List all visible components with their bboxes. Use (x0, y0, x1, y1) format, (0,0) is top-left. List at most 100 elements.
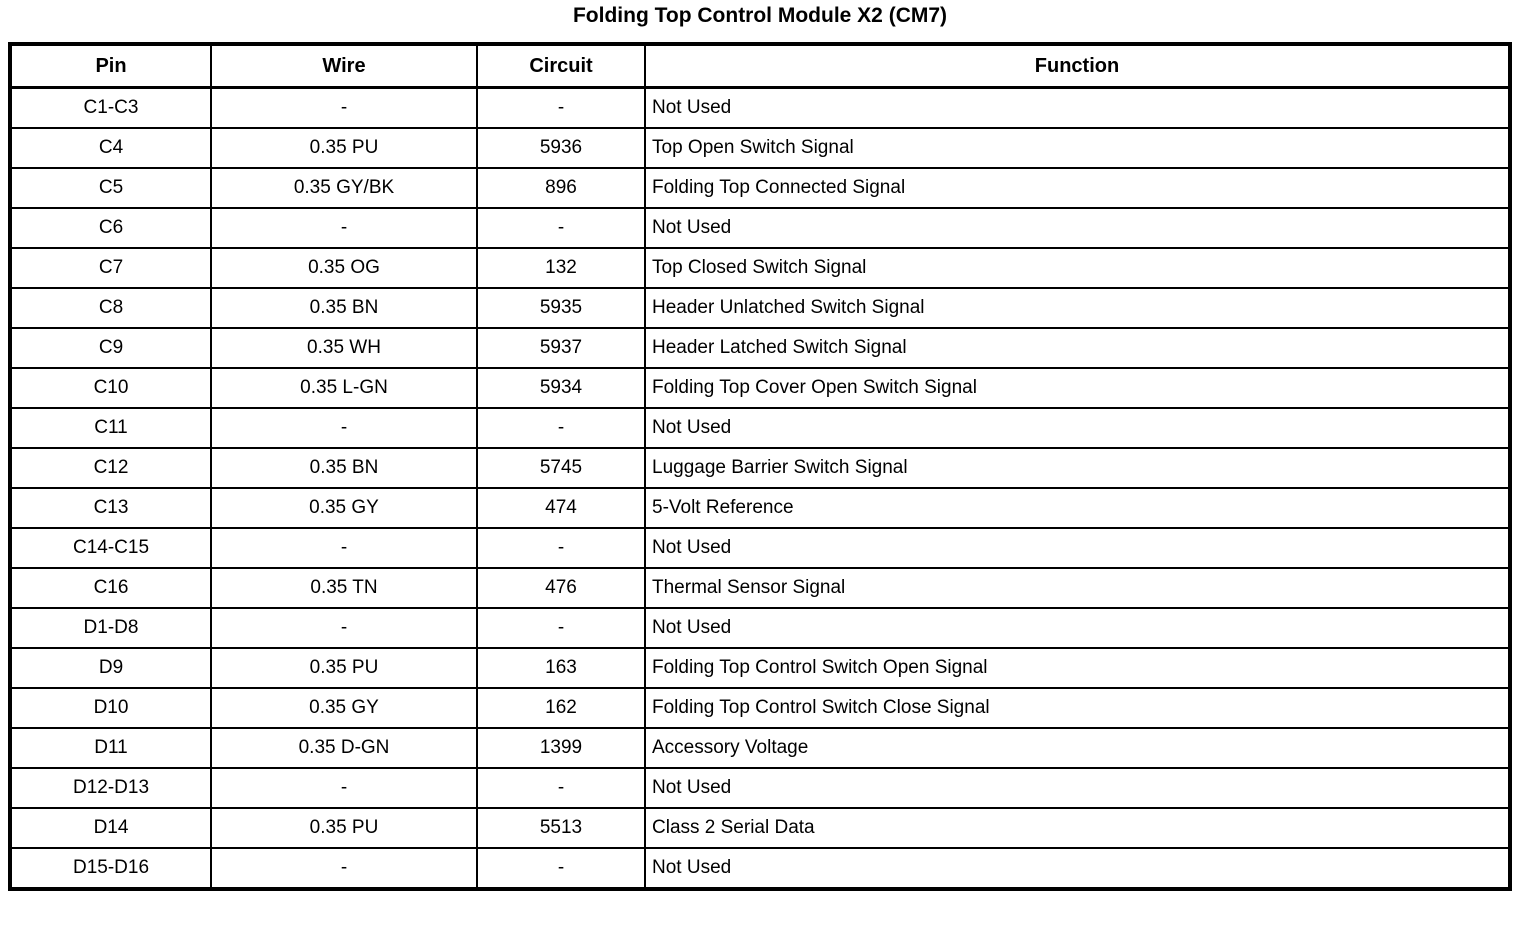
pin-cell: C6 (9, 207, 212, 249)
header-row: Pin Wire Circuit Function (9, 43, 1511, 89)
pin-cell: C16 (9, 567, 212, 609)
pin-cell: C5 (9, 167, 212, 209)
column-header-pin: Pin (9, 43, 212, 89)
pin-cell: D1-D8 (9, 607, 212, 649)
function-cell: Not Used (644, 86, 1511, 129)
pinout-table: Pin Wire Circuit Function C1-C3- - Not Use… (8, 42, 1512, 891)
table-row: D11 0.35 D-GN 1399 Accessory Voltage (9, 727, 1511, 769)
circuit-cell: 163 (476, 647, 646, 689)
circuit-cell: 5935 (476, 287, 646, 329)
function-cell: 5-Volt Reference (644, 487, 1511, 529)
function-cell: Top Open Switch Signal (644, 127, 1511, 169)
function-cell: Not Used (644, 607, 1511, 649)
circuit-cell: - (476, 767, 646, 809)
function-cell: Folding Top Cover Open Switch Signal (644, 367, 1511, 409)
circuit-cell: 1399 (476, 727, 646, 769)
circuit-cell: - (476, 207, 646, 249)
wire-cell: - (210, 847, 478, 890)
page-title: Folding Top Control Module X2 (CM7) (572, 4, 948, 27)
pin-cell: C11 (9, 407, 212, 449)
function-cell: Not Used (644, 767, 1511, 809)
circuit-cell: 5934 (476, 367, 646, 409)
function-cell: Thermal Sensor Signal (644, 567, 1511, 609)
circuit-cell: 5936 (476, 127, 646, 169)
circuit-cell: - (476, 607, 646, 649)
function-cell: Top Closed Switch Signal (644, 247, 1511, 289)
wire-cell: 0.35 TN (210, 567, 478, 609)
table-row: C14-C15- - Not Used (9, 527, 1511, 569)
table-row: C13 0.35 GY 474 5-Volt Reference (9, 487, 1511, 529)
table-row: C5 0.35 GY/BK 896 Folding Top Connected Sig… (9, 167, 1511, 209)
table-row: C7 0.35 OG 132 Top Closed Switch Signal (9, 247, 1511, 289)
wire-cell: 0.35 GY (210, 487, 478, 529)
pin-cell: D9 (9, 647, 212, 689)
table-row: C12 0.35 BN 5745 Luggage Barrier Switch Sig… (9, 447, 1511, 489)
wire-cell: 0.35 GY/BK (210, 167, 478, 209)
wire-cell: - (210, 767, 478, 809)
circuit-cell: 5745 (476, 447, 646, 489)
pin-cell: C4 (9, 127, 212, 169)
circuit-cell: - (476, 86, 646, 129)
circuit-cell: 5937 (476, 327, 646, 369)
pin-cell: D12-D13 (9, 767, 212, 809)
column-header-circuit: Circuit (476, 43, 646, 89)
wire-cell: 0.35 PU (210, 647, 478, 689)
function-cell: Not Used (644, 527, 1511, 569)
wire-cell: 0.35 L-GN (210, 367, 478, 409)
table-body: C1-C3- - Not Used C4 0.35 PU 5936 Top Open Swi… (9, 86, 1511, 890)
table-row: D1-D8- - Not Used (9, 607, 1511, 649)
column-header-wire: Wire (210, 43, 478, 89)
circuit-cell: - (476, 527, 646, 569)
table-row: C16 0.35 TN 476 Thermal Sensor Signal (9, 567, 1511, 609)
function-cell: Not Used (644, 847, 1511, 890)
wire-cell: - (210, 86, 478, 129)
table-row: D10 0.35 GY 162 Folding Top Control Switch … (9, 687, 1511, 729)
table-row: C4 0.35 PU 5936 Top Open Switch Signal (9, 127, 1511, 169)
circuit-cell: 474 (476, 487, 646, 529)
pin-cell: C10 (9, 367, 212, 409)
function-cell: Folding Top Control Switch Open Signal (644, 647, 1511, 689)
pin-cell: D14 (9, 807, 212, 849)
table-row: C11- - Not Used (9, 407, 1511, 449)
circuit-cell: 896 (476, 167, 646, 209)
pin-cell: C9 (9, 327, 212, 369)
wire-cell: 0.35 BN (210, 287, 478, 329)
table-row: C8 0.35 BN 5935 Header Unlatched Switch Sig… (9, 287, 1511, 329)
wire-cell: - (210, 207, 478, 249)
wire-cell: - (210, 407, 478, 449)
circuit-cell: 5513 (476, 807, 646, 849)
table-row: C9 0.35 WH 5937 Header Latched Switch Signa… (9, 327, 1511, 369)
wire-cell: 0.35 PU (210, 807, 478, 849)
function-cell: Header Latched Switch Signal (644, 327, 1511, 369)
table-row: D12-D13- - Not Used (9, 767, 1511, 809)
wire-cell: 0.35 WH (210, 327, 478, 369)
table-row: C6- - Not Used (9, 207, 1511, 249)
pin-cell: C14-C15 (9, 527, 212, 569)
function-cell: Luggage Barrier Switch Signal (644, 447, 1511, 489)
column-header-function: Function (644, 43, 1511, 89)
wire-cell: 0.35 BN (210, 447, 478, 489)
circuit-cell: 476 (476, 567, 646, 609)
function-cell: Header Unlatched Switch Signal (644, 287, 1511, 329)
wire-cell: 0.35 D-GN (210, 727, 478, 769)
function-cell: Folding Top Connected Signal (644, 167, 1511, 209)
pin-cell: C8 (9, 287, 212, 329)
table-row: D15-D16- - Not Used (9, 847, 1511, 890)
table-row: D14 0.35 PU 5513 Class 2 Serial Data (9, 807, 1511, 849)
pin-cell: C7 (9, 247, 212, 289)
circuit-cell: 132 (476, 247, 646, 289)
wire-cell: 0.35 PU (210, 127, 478, 169)
function-cell: Not Used (644, 207, 1511, 249)
wire-cell: 0.35 GY (210, 687, 478, 729)
circuit-cell: - (476, 847, 646, 890)
pin-cell: D10 (9, 687, 212, 729)
wire-cell: - (210, 607, 478, 649)
pin-cell: C1-C3 (9, 86, 212, 129)
table-row: C10 0.35 L-GN 5934 Folding Top Cover Open S… (9, 367, 1511, 409)
function-cell: Accessory Voltage (644, 727, 1511, 769)
function-cell: Class 2 Serial Data (644, 807, 1511, 849)
circuit-cell: 162 (476, 687, 646, 729)
pin-cell: C13 (9, 487, 212, 529)
pin-cell: D11 (9, 727, 212, 769)
